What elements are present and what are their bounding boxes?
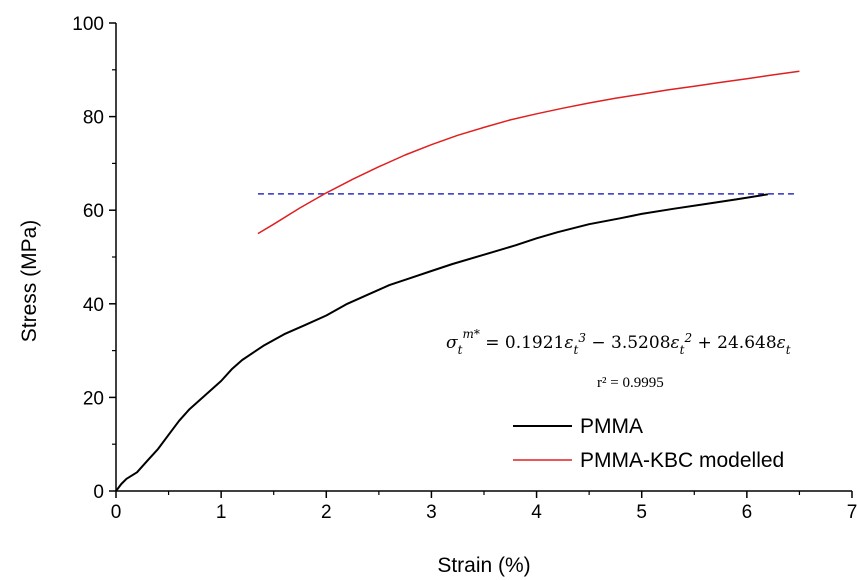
- x-tick-label: 0: [111, 502, 122, 523]
- legend-label-pmma-kbc: PMMA-KBC modelled: [580, 449, 784, 472]
- y-tick-label: 40: [83, 295, 104, 316]
- r-squared-text: r² = 0.9995: [597, 375, 664, 391]
- equation-text: σtm* = 0.1921εt3 − 3.5208εt2 + 24.648εt: [446, 327, 791, 357]
- x-tick-label: 2: [321, 502, 332, 523]
- x-tick-label: 3: [426, 502, 437, 523]
- y-tick-label: 80: [83, 108, 104, 129]
- legend: PMMA PMMA-KBC modelled: [513, 415, 784, 472]
- y-tick-label: 0: [93, 482, 104, 503]
- legend-label-pmma: PMMA: [580, 415, 643, 438]
- y-axis-title: Stress (MPa): [18, 220, 41, 343]
- x-tick-label: 6: [742, 502, 753, 523]
- x-tick-label: 5: [636, 502, 647, 523]
- y-tick-label: 60: [83, 201, 104, 222]
- series-group: [115, 70, 800, 492]
- y-tick-label: 100: [72, 14, 104, 35]
- x-tick-label: 1: [216, 502, 227, 523]
- series-line-pmma-kbc-modelled: [257, 70, 800, 235]
- series-line-pmma: [115, 193, 769, 492]
- y-tick-label: 20: [83, 388, 104, 409]
- x-tick-label: 4: [531, 502, 542, 523]
- tick-labels-group: 0 1 2 3 4 5 6 7 0 20 40 60 80 100: [72, 14, 857, 523]
- x-axis-title: Strain (%): [437, 554, 530, 577]
- axes-group: [109, 22, 853, 498]
- equation-annotation: σtm* = 0.1921εt3 − 3.5208εt2 + 24.648εt …: [446, 327, 791, 391]
- x-tick-label: 7: [847, 502, 857, 523]
